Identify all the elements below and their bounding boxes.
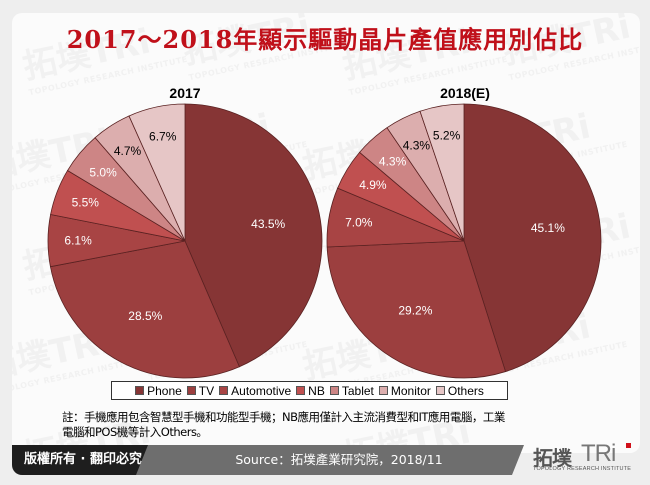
logo-subtitle: TOPOLOGY RESEARCH INSTITUTE (533, 466, 632, 472)
data-label-tablet: 4.3% (379, 155, 407, 169)
logo-english: TRi (581, 440, 616, 467)
pie-slice-tv (49, 240, 240, 379)
pie-title-2018: 2018(E) (440, 85, 490, 101)
legend-item-tv: TV (186, 383, 215, 398)
pie-chart-2018: 45.1%29.2%7.0%4.9%4.3%4.3%5.2% (326, 103, 602, 379)
data-label-phone: 43.5% (251, 217, 285, 231)
source-text: Source：拓墣產業研究院，2018/11 (235, 452, 443, 467)
legend-label: Others (447, 383, 484, 398)
chart-legend: Phone TV Automotive NB Tablet Monitor Others (111, 381, 508, 400)
pie-slice-tv (326, 240, 507, 379)
data-label-others: 6.7% (149, 130, 177, 144)
legend-swatch-icon (186, 386, 196, 395)
pie-slice-others (419, 103, 465, 242)
legend-label: Automotive (231, 383, 292, 398)
data-label-monitor: 4.7% (114, 144, 142, 158)
pie-title-2017: 2017 (169, 85, 200, 101)
data-label-tv: 29.2% (398, 304, 432, 318)
legend-label: Monitor (390, 383, 431, 398)
page-title: 2017～2018年顯示驅動晶片產值應用別佔比 (66, 25, 584, 54)
legend-swatch-icon (135, 386, 145, 395)
data-label-automotive: 6.1% (64, 234, 92, 248)
data-label-automotive: 7.0% (345, 215, 373, 229)
data-label-phone: 45.1% (531, 221, 565, 235)
legend-label: Tablet (341, 383, 374, 398)
data-label-others: 5.2% (433, 129, 461, 143)
source-banner: Source：拓墣產業研究院，2018/11 (136, 445, 524, 475)
legend-item-nb: NB (296, 384, 325, 398)
legend-swatch-icon (435, 386, 445, 395)
tri-logo: 拓墣 TRi TOPOLOGY RESEARCH INSTITUTE (525, 440, 640, 476)
legend-label: Phone (147, 383, 182, 398)
legend-swatch-icon (329, 386, 339, 395)
legend-item-tablet: Tablet (329, 383, 374, 398)
data-label-tv: 28.5% (128, 309, 162, 323)
logo-chinese: 拓墣 (533, 446, 572, 470)
copyright-banner: 版權所有 · 翻印必究 (12, 445, 162, 475)
pie-chart-2017: 43.5% 28.5% 6.1% 5.5% 5.0% 4.7% 6.7% (47, 103, 323, 379)
legend-item-automotive: Automotive (219, 384, 291, 398)
legend-label: TV (198, 383, 215, 398)
footnote-line-2: 電腦和POS機等計入Others。 (62, 425, 208, 439)
legend-item-others: Others (435, 383, 484, 398)
footnote: 註：手機應用包含智慧型手機和功能型手機；NB應用僅計入主流消費型和IT應用電腦，… (62, 410, 582, 440)
legend-item-monitor: Monitor (378, 383, 431, 398)
data-label-monitor: 4.3% (403, 138, 431, 152)
data-label-tablet: 5.0% (89, 165, 117, 179)
data-label-nb: 5.5% (72, 196, 100, 210)
legend-swatch-icon (219, 386, 229, 395)
logo-red-dot-icon (626, 443, 631, 448)
legend-label: NB (308, 383, 325, 398)
legend-swatch-icon (296, 386, 306, 395)
legend-swatch-icon (378, 386, 388, 395)
pie-slice-phone (184, 103, 323, 368)
legend-item-phone: Phone (135, 384, 182, 398)
pie-slice-phone (463, 103, 602, 373)
data-label-nb: 4.9% (359, 178, 387, 192)
footnote-line-1: 註：手機應用包含智慧型手機和功能型手機；NB應用僅計入主流消費型和IT應用電腦，… (62, 410, 505, 424)
pie-slice-others (128, 103, 186, 242)
